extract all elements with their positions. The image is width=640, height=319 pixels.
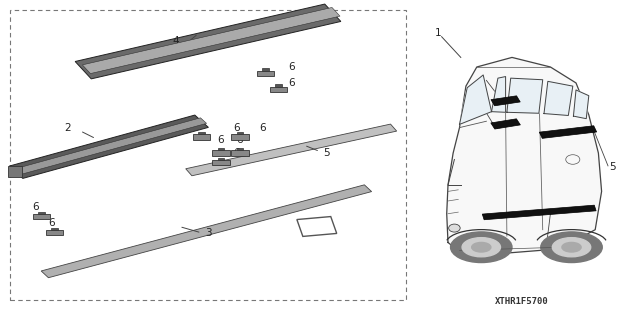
Polygon shape: [75, 4, 341, 79]
Text: 2: 2: [468, 91, 475, 101]
Text: 6: 6: [218, 135, 224, 145]
Bar: [218, 148, 224, 150]
Polygon shape: [483, 205, 596, 220]
FancyBboxPatch shape: [231, 150, 249, 155]
Text: 6: 6: [288, 78, 294, 88]
Text: 5: 5: [323, 148, 330, 158]
Text: 4: 4: [479, 73, 485, 83]
FancyBboxPatch shape: [257, 70, 275, 76]
Text: 6: 6: [259, 122, 266, 133]
Bar: [237, 148, 243, 150]
Polygon shape: [544, 81, 573, 115]
Polygon shape: [447, 57, 602, 255]
Polygon shape: [540, 126, 596, 138]
Polygon shape: [15, 118, 207, 174]
Bar: [237, 132, 243, 134]
Text: 6: 6: [237, 135, 243, 145]
Polygon shape: [491, 96, 520, 106]
Text: 5: 5: [609, 162, 616, 173]
Circle shape: [552, 238, 591, 257]
Circle shape: [541, 232, 602, 263]
Polygon shape: [9, 115, 209, 178]
Polygon shape: [492, 77, 506, 112]
Text: 6: 6: [234, 122, 240, 133]
Text: 6: 6: [288, 62, 294, 72]
Polygon shape: [491, 119, 520, 129]
FancyBboxPatch shape: [269, 86, 287, 92]
Circle shape: [472, 242, 491, 252]
Text: 3: 3: [205, 228, 211, 238]
Polygon shape: [41, 185, 372, 278]
Bar: [275, 84, 282, 86]
FancyBboxPatch shape: [45, 230, 63, 235]
FancyBboxPatch shape: [212, 150, 230, 155]
Polygon shape: [460, 75, 492, 124]
Bar: [198, 132, 205, 134]
Text: 3: 3: [544, 238, 550, 248]
FancyBboxPatch shape: [33, 214, 51, 219]
Text: 6: 6: [32, 202, 38, 212]
Text: 6: 6: [234, 148, 240, 158]
Circle shape: [562, 242, 581, 252]
Polygon shape: [573, 90, 589, 119]
Polygon shape: [83, 7, 340, 74]
Circle shape: [462, 238, 500, 257]
Bar: [218, 158, 224, 160]
Bar: [8, 166, 22, 177]
FancyBboxPatch shape: [193, 134, 211, 140]
FancyBboxPatch shape: [212, 160, 230, 165]
Text: 6: 6: [48, 218, 54, 228]
Text: XTHR1F5700: XTHR1F5700: [495, 297, 548, 306]
Bar: [51, 228, 58, 230]
Circle shape: [451, 232, 512, 263]
Text: 1: 1: [435, 28, 442, 39]
Bar: [262, 68, 269, 70]
FancyBboxPatch shape: [231, 134, 249, 140]
Polygon shape: [186, 124, 397, 176]
Bar: [38, 212, 45, 214]
Text: 2: 2: [64, 122, 70, 133]
Bar: [10, 10, 406, 300]
Polygon shape: [507, 78, 543, 113]
Text: 4: 4: [173, 36, 179, 47]
Ellipse shape: [449, 224, 460, 232]
